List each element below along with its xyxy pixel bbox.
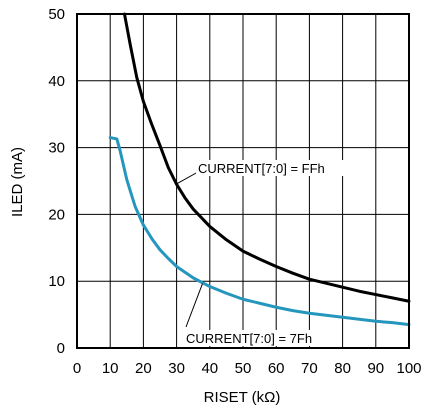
x-tick-label: 80 xyxy=(334,360,351,377)
y-tick-label: 50 xyxy=(48,6,65,23)
series-1-leader-line xyxy=(177,171,199,184)
x-tick-label: 10 xyxy=(102,360,119,377)
x-tick-label: 50 xyxy=(235,360,252,377)
x-tick-label: 30 xyxy=(168,360,185,377)
series-2-label: CURRENT[7:0] = 7Fh xyxy=(186,331,312,346)
y-tick-label: 40 xyxy=(48,73,65,90)
series-1-label-bg xyxy=(196,160,358,176)
series-labels: CURRENT[7:0] = FFh CURRENT[7:0] = 7Fh xyxy=(177,160,358,346)
tick-labels: 0 10 20 30 40 50 60 70 80 90 100 0 10 20 30 40 50 xyxy=(48,6,421,377)
x-tick-label: 20 xyxy=(135,360,152,377)
x-tick-label: 0 xyxy=(73,360,81,377)
x-tick-label: 90 xyxy=(367,360,384,377)
x-tick-label: 70 xyxy=(301,360,318,377)
y-tick-label: 30 xyxy=(48,140,65,157)
series-line-2 xyxy=(108,136,411,327)
x-tick-label: 40 xyxy=(201,360,218,377)
series-group xyxy=(108,12,411,327)
y-tick-label: 10 xyxy=(48,273,65,290)
plot-area-frame xyxy=(76,13,410,349)
series-2-leader-line xyxy=(185,283,203,328)
x-tick-label: 60 xyxy=(268,360,285,377)
x-axis-label: RISET (kΩ) xyxy=(204,389,281,406)
y-tick-label: 20 xyxy=(48,206,65,223)
y-axis-label: ILED (mA) xyxy=(9,147,26,217)
series-1-label: CURRENT[7:0] = FFh xyxy=(198,161,325,176)
y-tick-label: 0 xyxy=(57,340,65,357)
x-tick-label: 100 xyxy=(396,360,421,377)
series-2-label-bg xyxy=(184,330,342,346)
series-line-1 xyxy=(122,12,411,303)
